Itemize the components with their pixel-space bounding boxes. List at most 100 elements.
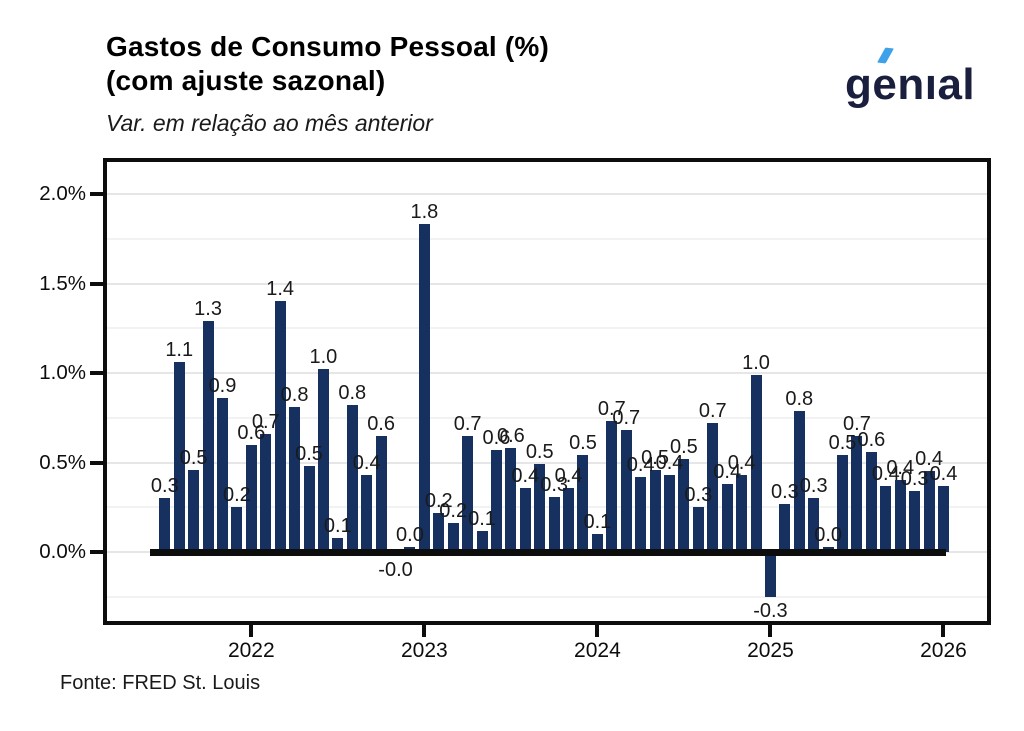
data-bar [764, 552, 776, 597]
bar-value-label: 0.5 [670, 435, 698, 458]
bar-value-label: 0.1 [323, 514, 352, 537]
bar-value-label: 1.3 [194, 298, 222, 321]
bar-value-label: 0.6 [482, 426, 511, 449]
data-bar [793, 410, 805, 552]
bar-value-label: 0.0 [814, 523, 843, 546]
data-bar [490, 449, 502, 552]
x-axis-tick [768, 625, 773, 637]
y-axis-label: 1.5% [39, 271, 86, 295]
bar-value-label: 0.4 [886, 457, 915, 480]
minor-gridline [107, 506, 987, 509]
bar-value-label: 0.7 [251, 410, 280, 433]
data-bar [202, 321, 214, 552]
bar-value-label: 0.5 [295, 443, 323, 466]
data-bar [519, 487, 531, 552]
bar-value-label: 0.9 [208, 375, 237, 398]
y-axis-tick [90, 550, 103, 554]
minor-gridline [107, 416, 987, 419]
data-bar [779, 503, 791, 552]
bar-value-label: 0.4 [626, 453, 655, 476]
bar-value-label: 0.4 [915, 448, 943, 471]
y-axis-tick [90, 371, 103, 375]
x-axis-tick [595, 625, 600, 637]
y-axis-label: 2.0% [39, 182, 86, 205]
minor-gridline [107, 237, 987, 240]
data-bar [837, 455, 849, 552]
bar-value-label: 0.4 [713, 460, 742, 483]
bar-value-label: 0.7 [843, 412, 871, 435]
bar-value-label: 0.6 [367, 412, 395, 435]
data-bar [707, 423, 719, 552]
x-axis-label: 2025 [747, 639, 794, 662]
bar-value-label: -0.3 [753, 599, 788, 622]
minor-gridline [107, 595, 987, 598]
bar-value-label: 0.4 [727, 452, 756, 475]
data-bar [937, 485, 949, 552]
x-axis-label: 2024 [574, 639, 621, 662]
data-bar [274, 301, 286, 552]
data-bar [534, 464, 546, 552]
data-bar [188, 469, 200, 552]
bar-value-label: 0.5 [525, 441, 554, 464]
data-bar [548, 496, 560, 552]
data-bar [346, 405, 358, 552]
data-bar [159, 498, 171, 552]
chart-subtitle: Var. em relação ao mês anterior [106, 110, 433, 136]
data-bar [563, 487, 575, 552]
bar-value-label: 0.4 [655, 452, 684, 475]
bar-value-label: 0.0 [396, 523, 424, 546]
zero-axis-line [150, 548, 946, 556]
data-bar [173, 362, 185, 552]
major-gridline [107, 461, 987, 464]
title-line-1: Gastos de Consumo Pessoal (%) [106, 31, 550, 62]
bar-value-label: 0.7 [453, 412, 482, 435]
bar-value-label: 0.2 [424, 489, 453, 512]
data-bar [317, 369, 329, 552]
major-gridline [107, 372, 987, 374]
data-bar [418, 224, 430, 552]
data-bar [649, 469, 661, 552]
x-axis-label: 2023 [401, 639, 448, 662]
bar-value-label: 0.7 [597, 398, 626, 421]
data-bar [692, 507, 704, 552]
data-bar [577, 455, 589, 552]
y-axis-label: 0.0% [39, 540, 86, 563]
bar-value-label: 0.4 [511, 464, 540, 487]
bar-value-label: 0.3 [770, 480, 799, 503]
bar-value-label: 0.7 [698, 400, 727, 423]
data-bar [750, 374, 762, 552]
x-axis-tick [941, 625, 946, 637]
bar-value-label: 0.6 [496, 425, 525, 448]
major-gridline [107, 193, 987, 195]
source-note: Fonte: FRED St. Louis [60, 672, 261, 694]
data-bar [664, 475, 675, 552]
bar-value-label: 1.0 [309, 346, 338, 369]
bar-value-label: 0.4 [871, 462, 900, 485]
bar-value-label: 1.1 [165, 339, 194, 362]
bar-value-label: 0.3 [540, 473, 569, 496]
data-bar [808, 498, 820, 552]
x-axis-label: 2026 [920, 639, 967, 662]
y-axis-tick [90, 460, 103, 465]
bar-value-label: 1.8 [410, 201, 439, 224]
bar-value-label: 0.5 [569, 432, 597, 455]
data-bar [909, 491, 921, 552]
bar-value-label: 0.8 [280, 384, 309, 406]
data-bar [865, 451, 877, 552]
y-axis-tick [90, 192, 103, 196]
data-bar [245, 444, 257, 552]
page-title: Gastos de Consumo Pessoal (%) (com ajust… [106, 30, 549, 98]
bar-value-label: 0.4 [554, 464, 583, 487]
data-bar [361, 475, 373, 552]
bar-value-label: 0.8 [338, 382, 367, 405]
data-bar [721, 483, 733, 552]
major-gridline [107, 282, 987, 285]
bar-value-label: 0.8 [785, 387, 814, 410]
data-bar [216, 398, 228, 552]
data-bar [447, 523, 459, 552]
bar-value-label: 0.6 [237, 421, 266, 444]
bar-value-label: 0.2 [222, 484, 251, 507]
data-bar [736, 475, 748, 552]
bar-value-label: 0.3 [900, 468, 929, 491]
